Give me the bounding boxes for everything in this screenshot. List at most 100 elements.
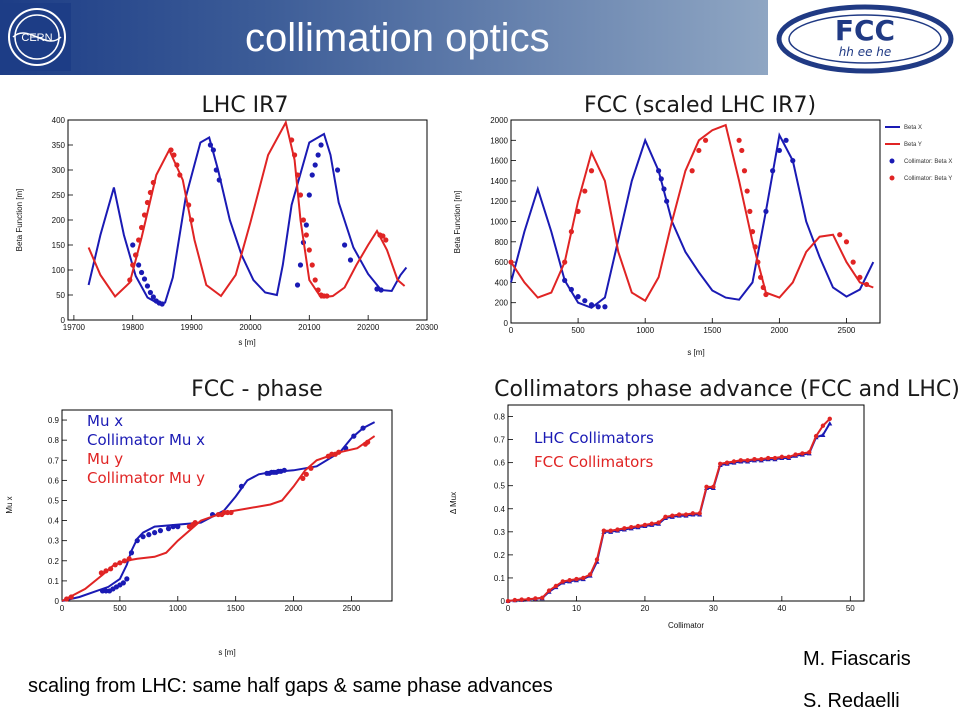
- data-point: [689, 168, 695, 174]
- data-point: [174, 162, 180, 168]
- y-tick-label: 50: [56, 291, 65, 300]
- data-point: [134, 538, 140, 544]
- data-point: [291, 152, 298, 158]
- y-tick-label: 200: [495, 299, 509, 308]
- data-point: [676, 512, 682, 517]
- data-point: [171, 152, 177, 158]
- y-tick-label: 0.3: [494, 528, 506, 537]
- data-point: [141, 212, 148, 218]
- legend-label: Beta X: [904, 125, 922, 131]
- data-point: [533, 596, 538, 601]
- data-point: [147, 289, 153, 296]
- y-tick-label: 0: [61, 316, 66, 325]
- data-point: [297, 192, 304, 198]
- chart-title: LHC IR7: [202, 93, 289, 118]
- data-point: [635, 523, 641, 529]
- data-point: [315, 287, 321, 293]
- data-point: [318, 142, 324, 148]
- data-point: [281, 467, 287, 473]
- author-name: S. Redaelli: [803, 690, 900, 712]
- data-point: [192, 519, 198, 526]
- x-tick-label: 1000: [169, 604, 187, 613]
- chart-collimators: Collimators phase advance (FCC and LHC) 0…: [449, 377, 960, 630]
- legend-label: Mu x: [87, 412, 123, 430]
- title-banner: CERN collimation optics: [0, 0, 768, 75]
- data-point: [575, 294, 581, 300]
- data-point: [749, 229, 756, 235]
- data-point: [177, 172, 183, 178]
- svg-text:FCC: FCC: [835, 14, 895, 47]
- data-point: [312, 277, 318, 283]
- y-tick-label: 0.3: [48, 537, 60, 546]
- data-point: [315, 152, 321, 158]
- y-tick-label: 0.5: [494, 482, 506, 491]
- data-point: [567, 578, 572, 583]
- y-tick-label: 2000: [490, 116, 508, 125]
- data-point: [850, 259, 856, 265]
- legend-swatch: [889, 158, 895, 164]
- data-point: [138, 224, 145, 231]
- data-point: [843, 239, 850, 245]
- y-tick-label: 0.1: [48, 577, 60, 586]
- x-axis-label: s [m]: [687, 348, 704, 357]
- data-point: [347, 257, 354, 263]
- y-axis-label: Mu x: [5, 496, 14, 513]
- data-point: [303, 471, 309, 477]
- data-point: [837, 232, 843, 238]
- x-tick-label: 2000: [285, 604, 303, 613]
- data-point: [133, 252, 139, 258]
- chart-lhc: LHC IR7 19700 19800 19900 20000 20100 20200 203…: [15, 93, 439, 347]
- data-point: [601, 528, 607, 533]
- data-point: [718, 461, 723, 466]
- y-tick-label: 800: [495, 238, 509, 247]
- data-point: [807, 450, 812, 455]
- data-point: [186, 202, 192, 208]
- data-point: [303, 232, 309, 238]
- data-point: [741, 168, 748, 174]
- y-tick-label: 400: [495, 278, 509, 287]
- data-point: [800, 451, 805, 456]
- data-point: [306, 247, 312, 253]
- x-tick-label: 20200: [357, 323, 380, 332]
- legend-swatch: [889, 175, 895, 181]
- data-point: [120, 580, 126, 586]
- data-point: [216, 177, 222, 183]
- data-point: [786, 454, 791, 460]
- x-tick-label: 30: [709, 604, 718, 613]
- author-name: M. Fiascaris: [803, 648, 911, 670]
- svg-text:CERN: CERN: [21, 32, 52, 44]
- x-tick-label: 500: [571, 326, 585, 335]
- legend-label: Collimator Mu x: [87, 431, 205, 449]
- legend-label: Collimator: Beta Y: [904, 176, 952, 182]
- data-point: [711, 484, 716, 490]
- data-point: [294, 282, 301, 288]
- data-point: [150, 179, 156, 186]
- data-point: [146, 532, 152, 538]
- data-point: [574, 576, 579, 582]
- data-point: [582, 188, 588, 194]
- data-point: [228, 509, 234, 516]
- data-point: [136, 262, 142, 268]
- data-point: [560, 579, 565, 584]
- data-point: [68, 594, 74, 600]
- chart-title: Collimators phase advance (FCC and LHC): [494, 377, 960, 402]
- data-point: [581, 575, 586, 581]
- x-tick-label: 500: [113, 604, 127, 613]
- data-point: [744, 188, 750, 194]
- data-point: [739, 147, 745, 154]
- data-point: [213, 167, 219, 173]
- y-tick-label: 400: [52, 116, 66, 125]
- chart-title: FCC (scaled LHC IR7): [584, 93, 816, 118]
- y-tick-label: 100: [52, 266, 66, 275]
- data-point: [622, 526, 627, 531]
- data-point: [752, 456, 757, 462]
- data-point: [112, 562, 118, 568]
- data-point: [159, 301, 165, 307]
- data-point: [568, 229, 574, 235]
- data-point: [704, 484, 709, 490]
- x-tick-label: 1500: [703, 326, 721, 335]
- x-tick-label: 20300: [416, 323, 439, 332]
- data-point: [827, 420, 833, 426]
- y-tick-label: 1200: [490, 197, 508, 206]
- data-point: [759, 456, 764, 462]
